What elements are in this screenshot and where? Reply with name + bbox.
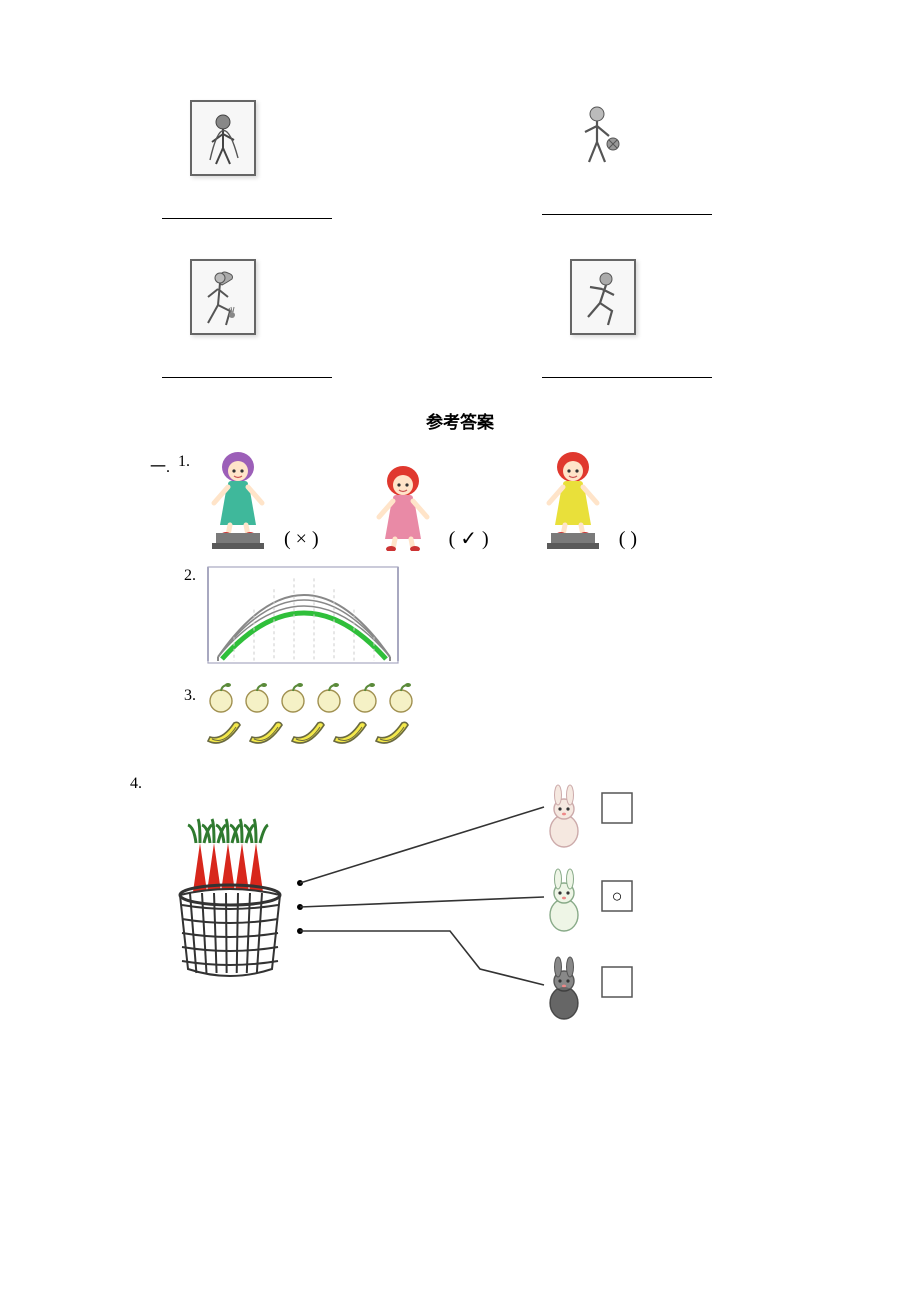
girl-item: ( ✓ ) xyxy=(363,447,519,551)
answer-line xyxy=(162,218,332,219)
apple-icon xyxy=(384,681,418,715)
girl-item: ( ) xyxy=(533,447,667,551)
banana-icon xyxy=(330,715,370,749)
q3-fruits xyxy=(204,681,418,749)
banana-icon xyxy=(204,715,244,749)
apple-icon xyxy=(348,681,382,715)
activity-cell-running xyxy=(550,259,750,378)
shuttlecock-icon xyxy=(190,259,256,335)
answer-line xyxy=(542,214,712,215)
answer-key-title: 参考答案 xyxy=(140,408,780,433)
running-icon xyxy=(570,259,636,335)
q1-number: 1. xyxy=(178,447,190,471)
activity-cell-basketball xyxy=(550,100,750,219)
carrot-basket-icon xyxy=(180,819,280,976)
banana-icon xyxy=(288,715,328,749)
svg-text:○: ○ xyxy=(612,886,623,906)
banana-icon xyxy=(372,715,412,749)
question-4: 4. xyxy=(130,769,780,1029)
q2-number: 2. xyxy=(184,561,196,585)
q2-arch-diagram xyxy=(204,561,404,671)
jump-rope-icon xyxy=(190,100,256,176)
q3-apple-row xyxy=(204,681,418,715)
apple-icon xyxy=(204,681,238,715)
q3-banana-row xyxy=(204,715,418,749)
answer-line xyxy=(542,377,712,378)
question-3: 3. xyxy=(184,681,780,749)
answer-line xyxy=(162,377,332,378)
apple-icon xyxy=(276,681,310,715)
activity-cell-jump-rope xyxy=(170,100,370,219)
activity-cell-shuttlecock xyxy=(170,259,370,378)
q3-number: 3. xyxy=(184,681,196,705)
answer-mark: ( ✓ ) xyxy=(449,526,489,551)
activity-row-2 xyxy=(170,259,780,378)
answer-mark: ( × ) xyxy=(284,528,319,551)
q4-matching-diagram: ○ xyxy=(150,769,690,1029)
basketball-icon xyxy=(570,100,632,172)
banana-icon xyxy=(246,715,286,749)
apple-icon xyxy=(312,681,346,715)
girl-item: ( × ) xyxy=(198,447,349,551)
answer-mark: ( ) xyxy=(619,528,637,551)
section-label: 一. xyxy=(150,447,170,477)
q1-girls-container: ( × ) ( ✓ ) ( ) xyxy=(198,447,667,551)
worksheet-page: 参考答案 一. 1. ( × ) ( ✓ xyxy=(0,0,920,1302)
apple-icon xyxy=(240,681,274,715)
q4-number: 4. xyxy=(130,769,142,793)
question-1: 一. 1. ( × ) ( ✓ ) xyxy=(150,447,780,551)
activity-row-1 xyxy=(170,100,780,219)
question-2: 2. xyxy=(184,561,780,671)
